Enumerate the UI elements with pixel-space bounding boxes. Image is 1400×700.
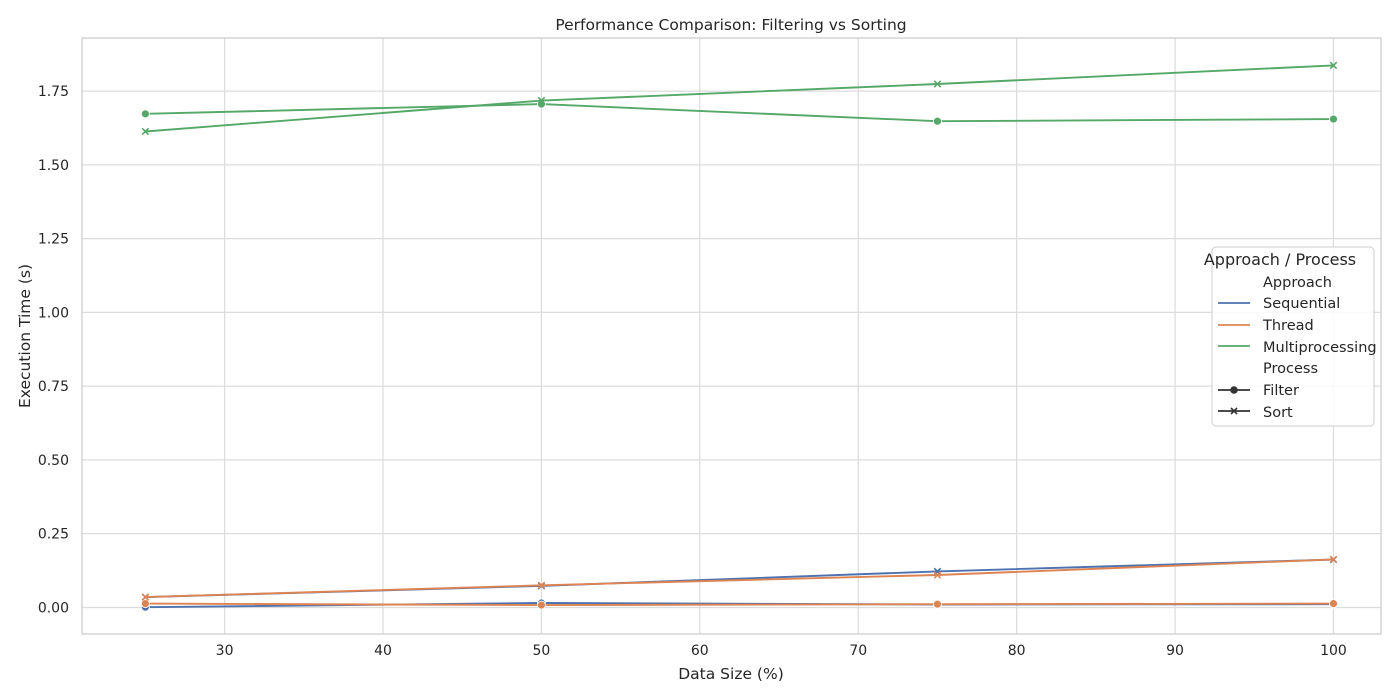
x-tick-label: 90 bbox=[1166, 643, 1184, 659]
data-point bbox=[933, 116, 942, 126]
y-axis-title: Execution Time (s) bbox=[16, 264, 34, 408]
data-point bbox=[140, 109, 150, 119]
legend-hue-title: Approach bbox=[1263, 275, 1332, 291]
series-line-multiprocessing-sort bbox=[145, 64, 1334, 133]
x-tick-label: 30 bbox=[216, 643, 234, 659]
x-tick-label: 100 bbox=[1320, 643, 1347, 659]
grid bbox=[82, 38, 1381, 634]
x-tick-label: 50 bbox=[532, 643, 550, 659]
series-line-multiprocessing-filter bbox=[145, 103, 1334, 123]
legend-label-filter: Filter bbox=[1263, 383, 1299, 399]
legend-box bbox=[1211, 246, 1375, 427]
legend-label-multiprocessing: Multiprocessing bbox=[1263, 340, 1377, 356]
x-tick-label: 40 bbox=[374, 643, 392, 659]
data-point bbox=[1329, 555, 1338, 564]
data-point bbox=[933, 599, 942, 609]
series-thread-filter bbox=[140, 599, 1338, 610]
y-tick-label: 0.50 bbox=[38, 453, 69, 469]
legend-marker-sort bbox=[1230, 407, 1238, 415]
series-line-thread-filter bbox=[145, 602, 1334, 607]
y-tick-label: 1.75 bbox=[38, 84, 69, 100]
series-layer bbox=[140, 61, 1338, 612]
data-point bbox=[933, 571, 942, 579]
tick-labels: 30 40 50 60 70 80 90 100 0.00 0.25 0.50 0.75 1.00 1.2… bbox=[38, 84, 1347, 659]
legend: Approach / Process Approach Sequential T… bbox=[1204, 246, 1377, 427]
data-point bbox=[933, 80, 942, 88]
data-point bbox=[1329, 599, 1338, 609]
data-point bbox=[1329, 114, 1338, 124]
legend-style-title: Process bbox=[1263, 361, 1318, 377]
y-tick-label: 1.25 bbox=[38, 232, 69, 248]
legend-item-multiprocessing: Multiprocessing bbox=[1218, 340, 1377, 356]
legend-item-filter: Filter bbox=[1218, 383, 1299, 399]
legend-item-sort: Sort bbox=[1218, 405, 1293, 421]
data-point bbox=[141, 127, 150, 136]
y-tick-label: 0.75 bbox=[38, 379, 69, 395]
chart-title: Performance Comparison: Filtering vs Sor… bbox=[555, 16, 906, 34]
data-point bbox=[537, 581, 546, 590]
data-point bbox=[537, 96, 546, 105]
legend-label-sort: Sort bbox=[1263, 405, 1293, 421]
data-point bbox=[537, 600, 546, 610]
data-point bbox=[141, 593, 150, 601]
series-thread-sort bbox=[141, 555, 1338, 601]
y-tick-label: 0.25 bbox=[38, 527, 69, 543]
data-point bbox=[140, 599, 150, 609]
x-tick-label: 60 bbox=[691, 643, 709, 659]
series-sequential-sort bbox=[141, 555, 1338, 601]
series-multiprocessing-filter bbox=[140, 99, 1338, 126]
y-tick-label: 1.50 bbox=[38, 158, 69, 174]
legend-label-thread: Thread bbox=[1262, 318, 1314, 334]
legend-item-sequential: Sequential bbox=[1218, 296, 1340, 312]
data-point bbox=[1329, 61, 1338, 70]
x-tick-label: 70 bbox=[849, 643, 867, 659]
legend-item-thread: Thread bbox=[1218, 318, 1314, 334]
plot-frame bbox=[81, 37, 1382, 635]
legend-title: Approach / Process bbox=[1204, 250, 1356, 269]
y-tick-label: 0.00 bbox=[38, 600, 69, 616]
x-tick-label: 80 bbox=[1008, 643, 1026, 659]
series-multiprocessing-sort bbox=[141, 61, 1338, 136]
y-tick-label: 1.00 bbox=[38, 305, 69, 321]
legend-marker-filter bbox=[1230, 386, 1238, 394]
series-line-thread-sort bbox=[145, 558, 1334, 599]
legend-label-sequential: Sequential bbox=[1263, 296, 1340, 312]
x-axis-title: Data Size (%) bbox=[678, 665, 784, 683]
